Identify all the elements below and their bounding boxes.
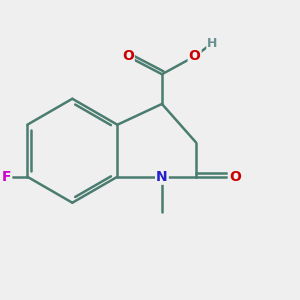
Text: O: O xyxy=(229,170,241,184)
Text: O: O xyxy=(122,50,134,63)
Text: H: H xyxy=(207,37,218,50)
Text: F: F xyxy=(2,170,11,184)
Text: O: O xyxy=(189,50,201,63)
Text: N: N xyxy=(156,170,168,184)
